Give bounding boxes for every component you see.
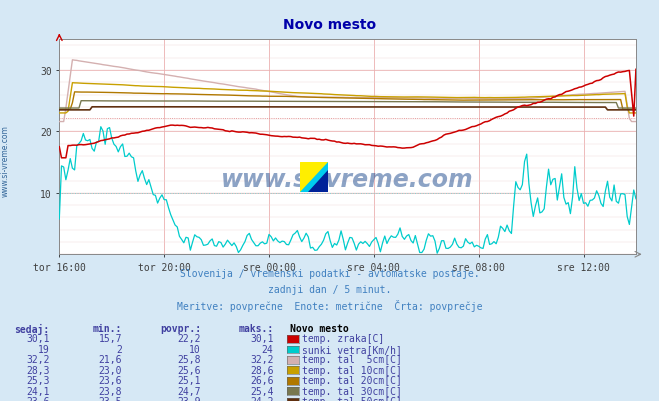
Text: 19: 19 bbox=[38, 344, 49, 354]
Text: Novo mesto: Novo mesto bbox=[290, 323, 349, 333]
Text: 26,6: 26,6 bbox=[250, 375, 273, 385]
Text: 23,6: 23,6 bbox=[26, 396, 49, 401]
Text: 23,9: 23,9 bbox=[177, 396, 201, 401]
Text: temp. tal  5cm[C]: temp. tal 5cm[C] bbox=[302, 354, 403, 365]
Text: 28,6: 28,6 bbox=[250, 365, 273, 375]
Text: 24: 24 bbox=[262, 344, 273, 354]
Text: maks.:: maks.: bbox=[239, 323, 273, 333]
Text: 25,3: 25,3 bbox=[26, 375, 49, 385]
Text: Meritve: povprečne  Enote: metrične  Črta: povprečje: Meritve: povprečne Enote: metrične Črta:… bbox=[177, 299, 482, 311]
Text: min.:: min.: bbox=[92, 323, 122, 333]
Text: 24,1: 24,1 bbox=[26, 386, 49, 396]
Text: 21,6: 21,6 bbox=[98, 354, 122, 365]
Polygon shape bbox=[300, 162, 328, 192]
Text: 23,6: 23,6 bbox=[98, 375, 122, 385]
Text: 24,7: 24,7 bbox=[177, 386, 201, 396]
Text: temp. tal 10cm[C]: temp. tal 10cm[C] bbox=[302, 365, 403, 375]
Text: temp. tal 20cm[C]: temp. tal 20cm[C] bbox=[302, 375, 403, 385]
Text: 25,4: 25,4 bbox=[250, 386, 273, 396]
Text: 23,0: 23,0 bbox=[98, 365, 122, 375]
Text: 15,7: 15,7 bbox=[98, 334, 122, 344]
Text: www.si-vreme.com: www.si-vreme.com bbox=[1, 125, 10, 196]
Text: 10: 10 bbox=[189, 344, 201, 354]
Text: 23,8: 23,8 bbox=[98, 386, 122, 396]
Text: Slovenija / vremenski podatki - avtomatske postaje.: Slovenija / vremenski podatki - avtomats… bbox=[180, 269, 479, 279]
Text: 32,2: 32,2 bbox=[250, 354, 273, 365]
Text: temp. tal 30cm[C]: temp. tal 30cm[C] bbox=[302, 386, 403, 396]
Text: 25,8: 25,8 bbox=[177, 354, 201, 365]
Text: 25,1: 25,1 bbox=[177, 375, 201, 385]
Polygon shape bbox=[300, 162, 328, 192]
Text: temp. tal 50cm[C]: temp. tal 50cm[C] bbox=[302, 396, 403, 401]
Text: 30,1: 30,1 bbox=[26, 334, 49, 344]
Text: 30,1: 30,1 bbox=[250, 334, 273, 344]
Text: temp. zraka[C]: temp. zraka[C] bbox=[302, 334, 385, 344]
Text: 28,3: 28,3 bbox=[26, 365, 49, 375]
Text: 2: 2 bbox=[116, 344, 122, 354]
Text: 23,5: 23,5 bbox=[98, 396, 122, 401]
Text: sunki vetra[Km/h]: sunki vetra[Km/h] bbox=[302, 344, 403, 354]
Text: 25,6: 25,6 bbox=[177, 365, 201, 375]
Text: 22,2: 22,2 bbox=[177, 334, 201, 344]
Text: povpr.:: povpr.: bbox=[160, 323, 201, 333]
Text: www.si-vreme.com: www.si-vreme.com bbox=[221, 168, 474, 192]
Text: Novo mesto: Novo mesto bbox=[283, 18, 376, 32]
Text: 24,2: 24,2 bbox=[250, 396, 273, 401]
Polygon shape bbox=[308, 171, 328, 192]
Text: zadnji dan / 5 minut.: zadnji dan / 5 minut. bbox=[268, 284, 391, 294]
Text: sedaj:: sedaj: bbox=[14, 323, 49, 334]
Text: 32,2: 32,2 bbox=[26, 354, 49, 365]
